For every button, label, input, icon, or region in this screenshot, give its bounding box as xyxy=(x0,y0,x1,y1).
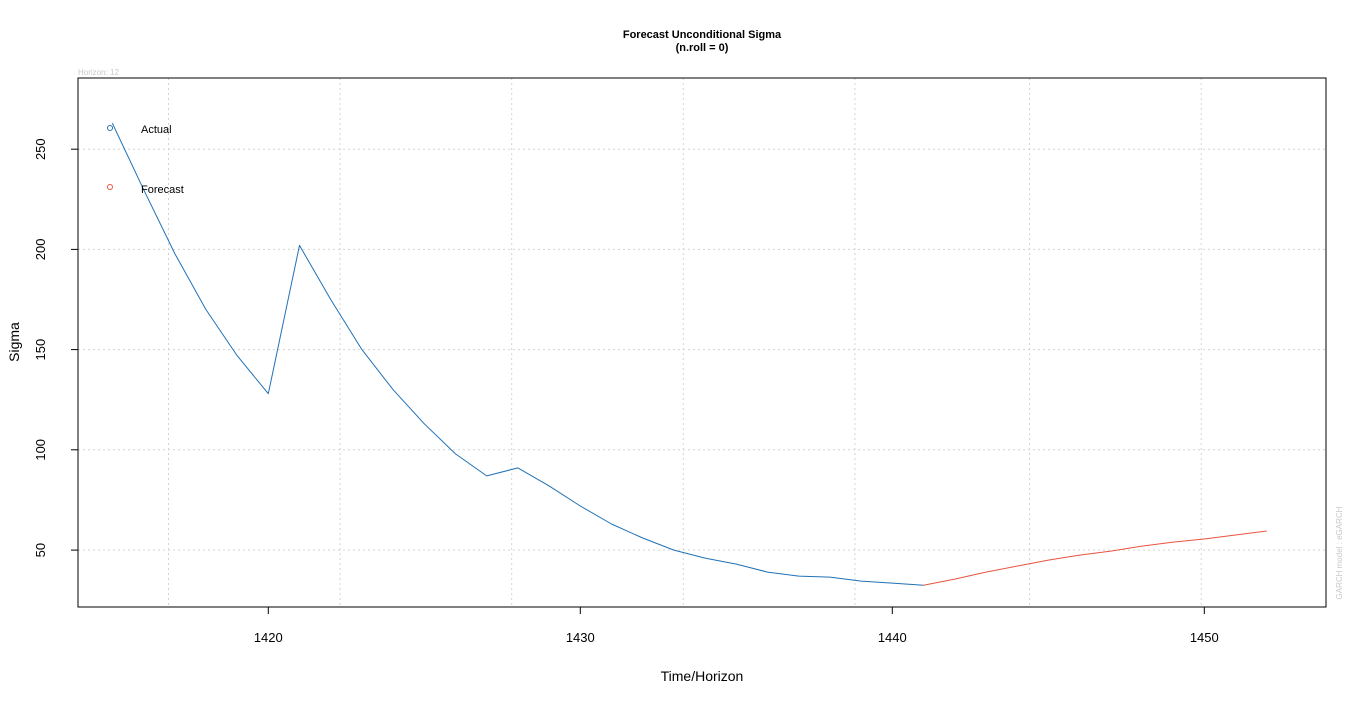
horizon-note: Horizon: 12 xyxy=(78,68,119,77)
series-layer xyxy=(111,122,1267,586)
legend-marker-actual xyxy=(107,125,113,131)
series-line-actual xyxy=(111,122,924,586)
legend-label-forecast: Forecast xyxy=(141,184,184,196)
legend: Actual Forecast xyxy=(107,124,184,196)
grid-layer xyxy=(78,78,1326,607)
x-tick-label-1: 1430 xyxy=(566,630,595,645)
chart-title: Forecast Unconditional Sigma xyxy=(623,29,782,41)
x-axis-label: Time/Horizon xyxy=(661,668,744,684)
y-tick-label-2: 150 xyxy=(33,339,48,361)
y-tick-label-3: 200 xyxy=(33,239,48,261)
legend-label-actual: Actual xyxy=(141,124,172,136)
y-tick-label-4: 250 xyxy=(33,138,48,160)
x-tick-label-3: 1450 xyxy=(1190,630,1219,645)
y-axis-label: Sigma xyxy=(6,322,22,362)
chart-subtitle: (n.roll = 0) xyxy=(676,42,729,54)
y-tick-label-0: 50 xyxy=(33,543,48,557)
x-tick-label-2: 1440 xyxy=(878,630,907,645)
plot-frame xyxy=(77,77,1327,608)
axis-layer: 1420 1430 1440 1450 50 100 150 200 250 xyxy=(33,138,1219,645)
y-tick-label-1: 100 xyxy=(33,439,48,461)
series-line-forecast xyxy=(923,530,1267,586)
model-note: GARCH model : eGARCH xyxy=(1335,506,1344,599)
x-tick-label-0: 1420 xyxy=(254,630,283,645)
legend-marker-forecast xyxy=(107,184,113,190)
